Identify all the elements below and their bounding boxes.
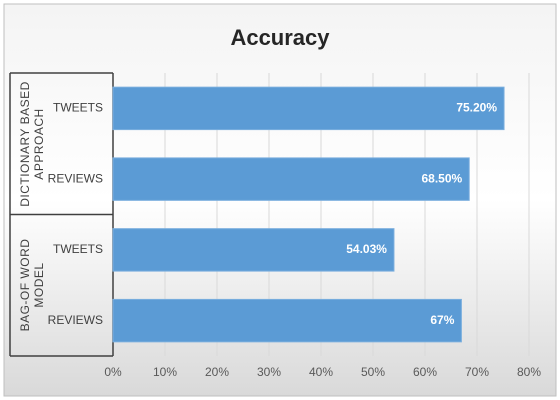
- x-tick-label: 70%: [465, 365, 489, 379]
- value-label: 75.20%: [456, 101, 497, 115]
- x-tick-label: 20%: [205, 365, 229, 379]
- x-tick-label: 40%: [309, 365, 333, 379]
- value-label: 68.50%: [421, 171, 462, 185]
- bar: [112, 157, 470, 201]
- x-tick-label: 30%: [257, 365, 281, 379]
- group-label: DICTIONARY BASED APPROACH: [18, 80, 46, 207]
- group-label: BAG-OF WORD MODEL: [18, 238, 46, 332]
- value-label: 67%: [430, 313, 454, 327]
- y-tick-label: TWEETS: [53, 101, 103, 115]
- y-tick-label: REVIEWS: [48, 171, 103, 185]
- x-tick-label: 80%: [517, 365, 541, 379]
- x-tick-label: 50%: [361, 365, 385, 379]
- y-tick-label: REVIEWS: [48, 313, 103, 327]
- x-tick-label: 0%: [104, 365, 122, 379]
- bar: [112, 228, 395, 272]
- bar: [112, 298, 462, 343]
- chart-title: Accuracy: [230, 25, 330, 50]
- x-tick-label: 10%: [153, 365, 177, 379]
- bar: [112, 86, 505, 131]
- value-label: 54.03%: [346, 242, 387, 256]
- x-tick-label: 60%: [413, 365, 437, 379]
- y-tick-label: TWEETS: [53, 242, 103, 256]
